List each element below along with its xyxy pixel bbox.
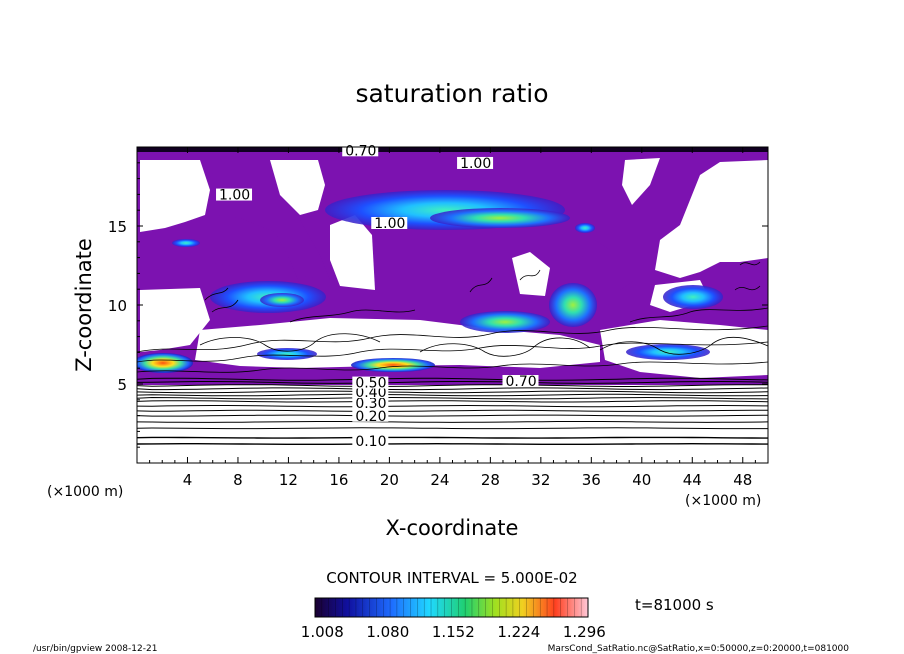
colorbar-tick-label-2: 1.152 — [432, 623, 475, 641]
colorbar-tick-label-0: 1.008 — [301, 623, 344, 641]
contour-interval-text: CONTOUR INTERVAL = 5.000E-02 — [326, 569, 577, 587]
contour-label-9: 0.70 — [345, 143, 376, 159]
y-axis-unit: (×1000 m) — [47, 484, 123, 500]
y-axis: 5 10 15 — [108, 162, 768, 448]
contour-labels: 0.10 0.200.300.400.50 0.70 1.00 1.00 1.00 0.70 — [216, 143, 539, 450]
colorbar-segments — [321, 598, 582, 617]
contour-label-bg-4 — [352, 376, 389, 389]
footer-left: /usr/bin/gpview 2008-12-21 — [33, 644, 157, 654]
colorbar-tick-label-1: 1.080 — [366, 623, 409, 641]
wavy-contour-lines — [137, 261, 768, 373]
flat-contour-0 — [137, 442, 768, 445]
x-tick-label-2: 12 — [279, 471, 298, 489]
time-label: t=81000 s — [635, 596, 714, 614]
flat-contour-9 — [137, 393, 768, 397]
colorbar-tick-label-3: 1.224 — [497, 623, 540, 641]
x-tick-label-6: 28 — [481, 471, 500, 489]
flat-contour-7 — [137, 400, 768, 403]
x-tick-label-9: 40 — [632, 471, 651, 489]
top-boundary-band — [137, 147, 768, 152]
contour-label-7: 1.00 — [374, 216, 405, 232]
y-tick-label-2: 15 — [108, 218, 127, 236]
x-tick-label-3: 16 — [329, 471, 348, 489]
contour-label-5: 0.70 — [506, 374, 537, 390]
flat-contour-3 — [137, 421, 768, 423]
y-axis-label: Z-coordinate — [72, 238, 96, 372]
contour-label-bg-3 — [352, 386, 389, 399]
contour-label-bg-0 — [352, 435, 389, 448]
x-tick-label-1: 8 — [233, 471, 243, 489]
flat-contour-11 — [137, 387, 768, 391]
colorbar-tick-labels: 1.008 1.080 1.152 1.224 1.296 — [301, 623, 606, 641]
contour-label-bg-2 — [352, 397, 389, 410]
chart-title: saturation ratio — [355, 79, 548, 108]
y-tick-label-1: 10 — [108, 297, 127, 315]
flat-contour-13 — [137, 381, 768, 384]
x-tick-label-8: 36 — [582, 471, 601, 489]
x-axis-unit: (×1000 m) — [685, 493, 761, 509]
flat-contour-8 — [137, 396, 768, 400]
contour-label-bg-7 — [371, 217, 408, 229]
contour-label-2: 0.30 — [355, 396, 386, 412]
flat-contour-12 — [137, 384, 768, 388]
contour-label-bg-1 — [352, 409, 389, 422]
y-tick-label-0: 5 — [117, 376, 127, 394]
flat-contour-2 — [137, 427, 768, 430]
flat-contour-14 — [137, 377, 768, 381]
flat-contour-10 — [137, 390, 768, 394]
flat-contour-1 — [137, 436, 768, 439]
contour-label-1: 0.20 — [355, 409, 386, 425]
contour-label-bg-8 — [216, 188, 253, 201]
contour-label-6: 1.00 — [460, 156, 491, 172]
x-tick-label-0: 4 — [183, 471, 193, 489]
x-tick-label-11: 48 — [733, 471, 752, 489]
contour-label-bg-6 — [457, 156, 494, 169]
x-tick-label-10: 44 — [683, 471, 702, 489]
contour-label-8: 1.00 — [219, 188, 250, 204]
footer-right: MarsCond_SatRatio.nc@SatRatio,x=0:50000,… — [548, 644, 850, 654]
contour-label-bg-5 — [502, 375, 539, 387]
flat-contour-6 — [137, 404, 768, 408]
flat-contour-5 — [137, 409, 768, 412]
flat-contour-lines — [137, 377, 768, 445]
contour-label-0: 0.10 — [355, 434, 386, 450]
x-axis: 4 8 12 16 20 24 28 32 36 40 44 48 — [149, 147, 756, 489]
colorbar-tick-label-4: 1.296 — [563, 623, 606, 641]
x-axis-label: X-coordinate — [386, 516, 519, 540]
flat-contour-4 — [137, 414, 768, 417]
contour-label-3: 0.40 — [355, 385, 386, 401]
contour-label-4: 0.50 — [355, 376, 386, 392]
x-tick-label-7: 32 — [531, 471, 550, 489]
plot-area — [137, 147, 768, 463]
supersaturated-regions — [137, 190, 723, 373]
x-tick-label-5: 24 — [430, 471, 449, 489]
x-tick-label-4: 20 — [380, 471, 399, 489]
